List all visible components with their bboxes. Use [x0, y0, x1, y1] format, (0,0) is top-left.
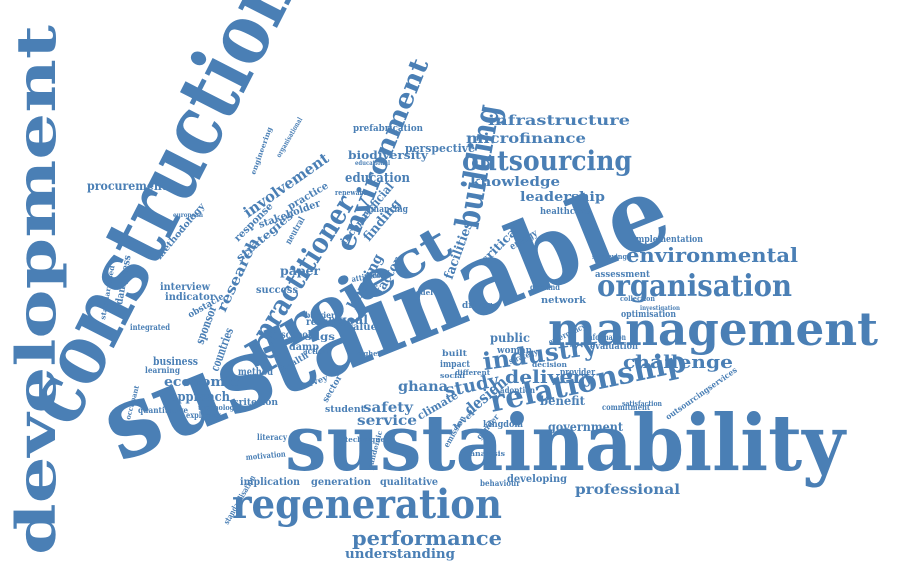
word-infrastructure: infrastructure — [488, 113, 630, 129]
word-healthcare: healthcare — [540, 207, 590, 217]
word-barrier: barrier — [305, 310, 336, 320]
word-leadership: leadership — [520, 190, 605, 205]
word-indicator: indicator — [165, 292, 216, 303]
word-paper: paper — [280, 264, 321, 278]
word-exploring: exploring — [186, 410, 221, 420]
word-regeneration: regeneration — [232, 481, 502, 528]
word-understanding: understanding — [345, 547, 455, 562]
word-collection: collection — [620, 294, 655, 303]
word-social: social — [440, 371, 465, 380]
word-surveying: surveying — [592, 252, 627, 261]
word-development: development — [4, 25, 68, 555]
word-evaluation: evaluation — [590, 342, 638, 352]
word-benefit: benefit — [540, 394, 585, 408]
word-economic: economic — [164, 375, 239, 390]
word-service: service — [357, 413, 417, 429]
word-interview: interview — [160, 282, 210, 293]
word-proof: proof — [368, 270, 388, 280]
word-organisational: organisational — [274, 115, 304, 159]
word-model: model — [408, 288, 433, 297]
word-environmental: environmental — [626, 243, 798, 267]
word-organisation: organisation — [597, 269, 792, 304]
word-performance: performance — [352, 526, 502, 550]
word-decision: decision — [532, 360, 567, 369]
word-educational: educational — [355, 160, 391, 167]
word-demand: demand — [530, 282, 560, 292]
word-technique: technique — [345, 435, 386, 444]
word-quantitative: quantitative — [138, 405, 188, 415]
word-delivery: delivery — [505, 367, 596, 388]
word-management: management — [548, 302, 879, 356]
word-approach: approach — [170, 390, 230, 405]
word-renewable: renewable — [335, 188, 370, 197]
word-professional: professional — [575, 482, 680, 498]
word-adoption: adoption — [500, 385, 535, 395]
word-impact: impact — [440, 360, 471, 370]
word-knowledge: knowledge — [470, 175, 560, 190]
word-higher: higher — [356, 349, 381, 358]
word-safety: safety — [363, 400, 414, 416]
word-prefabrication: prefabrication — [353, 124, 423, 134]
word-result: result — [306, 317, 336, 328]
word-criterion: criterion — [233, 398, 278, 408]
word-procurement: procurement — [87, 179, 167, 193]
word-satisfaction: satisfaction — [622, 399, 662, 408]
word-government: government — [548, 420, 623, 434]
word-information: information — [586, 332, 626, 342]
word-integrated: integrated — [130, 322, 170, 332]
word-technology: technology — [198, 403, 239, 412]
word-perspective: perspective — [405, 142, 475, 155]
word-business: business — [153, 355, 198, 368]
word-sustainability: sustainability — [285, 398, 848, 489]
word-damp: damp — [289, 342, 319, 353]
word-qualitative: qualitative — [380, 477, 438, 488]
word-implementation: implementation — [633, 235, 703, 245]
word-implication: implication — [240, 477, 301, 488]
word-different: different — [455, 368, 491, 377]
word-developing: developing — [507, 474, 567, 485]
word-public: public — [490, 331, 530, 345]
word-commitment: commitment — [602, 402, 650, 412]
word-motivation: motivation — [245, 449, 286, 462]
word-woman: woman — [496, 346, 532, 356]
word-literacy: literacy — [257, 432, 287, 442]
word-ghana: ghana — [398, 379, 448, 395]
word-financing: financing — [368, 205, 409, 215]
word-built: built — [442, 348, 467, 358]
word-success: success — [256, 285, 298, 296]
word-sdgs: sdgs — [305, 332, 335, 343]
word-provider: provider — [560, 368, 595, 378]
word-kingdom: kingdom — [483, 420, 523, 430]
word-value: value — [346, 322, 377, 333]
word-engineering: engineering — [248, 126, 274, 176]
word-european: european — [173, 212, 204, 219]
word-generation: generation — [311, 477, 372, 488]
word-school: school — [281, 330, 311, 341]
word-challenge: challenge — [623, 352, 733, 373]
word-education: education — [345, 171, 410, 186]
word-analysis: analysis — [470, 449, 505, 458]
word-investigation: investigation — [640, 305, 681, 312]
word-optimisation: optimisation — [621, 310, 676, 320]
word-behaviour: behaviour — [480, 478, 521, 488]
word-goal: goal — [338, 313, 368, 327]
word-outsourcing: outsourcing — [462, 146, 632, 177]
word-method: method — [238, 367, 273, 378]
word-driver: driver — [462, 301, 492, 311]
word-biodiversity: biodiversity — [348, 149, 429, 162]
word-microfinance: microfinance — [466, 131, 586, 147]
word-network: network — [541, 296, 587, 306]
word-action: action — [303, 346, 328, 356]
word-assessment: assessment — [595, 270, 651, 280]
word-learning: learning — [145, 365, 180, 375]
word-student: student — [325, 405, 366, 415]
